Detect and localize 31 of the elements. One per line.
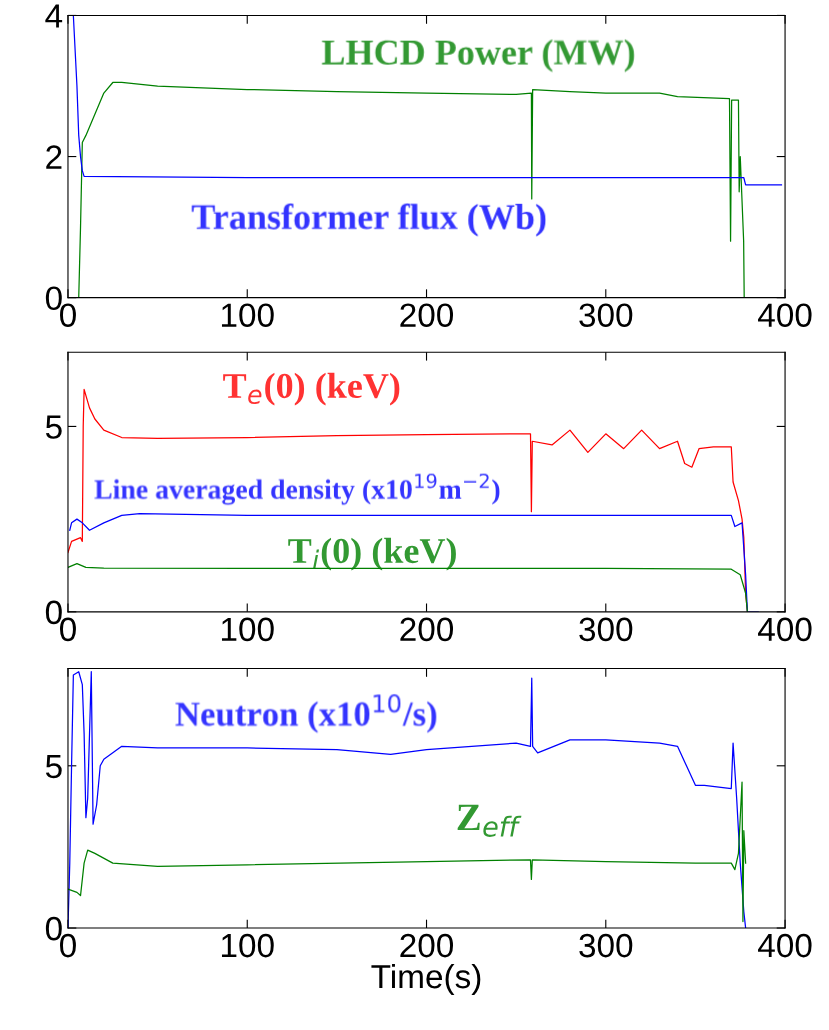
x-tick-label: 200 bbox=[400, 617, 454, 642]
x-tick-label: 100 bbox=[221, 617, 274, 642]
line-series bbox=[67, 671, 747, 929]
series-label: T$_{e}$(0) (keV) bbox=[223, 372, 400, 406]
line-series bbox=[72, 15, 783, 186]
series-label: Line averaged density (x10$^{19}$m$^{−2}$) bbox=[94, 473, 500, 505]
y-tick-label: 0 bbox=[45, 286, 62, 311]
x-tick-label: 100 bbox=[221, 303, 274, 328]
y-tick-label: 5 bbox=[45, 415, 62, 439]
x-tick-label: 400 bbox=[758, 933, 812, 958]
y-tick-label: 0 bbox=[45, 600, 62, 625]
x-tick-label: 400 bbox=[758, 303, 812, 328]
x-tick-label: 200 bbox=[400, 933, 454, 958]
x-tick-label: 400 bbox=[758, 617, 812, 642]
line-series bbox=[76, 81, 745, 298]
series-label: LHCD Power (MW) bbox=[322, 39, 635, 73]
series-label: Z$_{eff}$ bbox=[457, 804, 522, 837]
y-tick-label: 4 bbox=[45, 4, 63, 28]
y-tick-label: 2 bbox=[46, 145, 62, 169]
x-tick-label: 300 bbox=[579, 303, 633, 328]
y-tick-label: 0 bbox=[45, 916, 62, 941]
x-axis-title: Time(s) bbox=[371, 963, 481, 996]
x-tick-label: 300 bbox=[579, 933, 633, 958]
x-tick-label: 200 bbox=[400, 303, 454, 328]
series-label: T$_{i}$(0) (keV) bbox=[288, 537, 456, 571]
x-tick-label: 300 bbox=[579, 617, 633, 642]
x-tick-label: 100 bbox=[221, 933, 274, 958]
y-tick-label: 5 bbox=[45, 754, 62, 779]
series-label: Neutron (x10$^{10}$/s) bbox=[175, 694, 437, 733]
line-series bbox=[67, 781, 747, 923]
series-label: Transformer flux (Wb) bbox=[191, 203, 546, 237]
